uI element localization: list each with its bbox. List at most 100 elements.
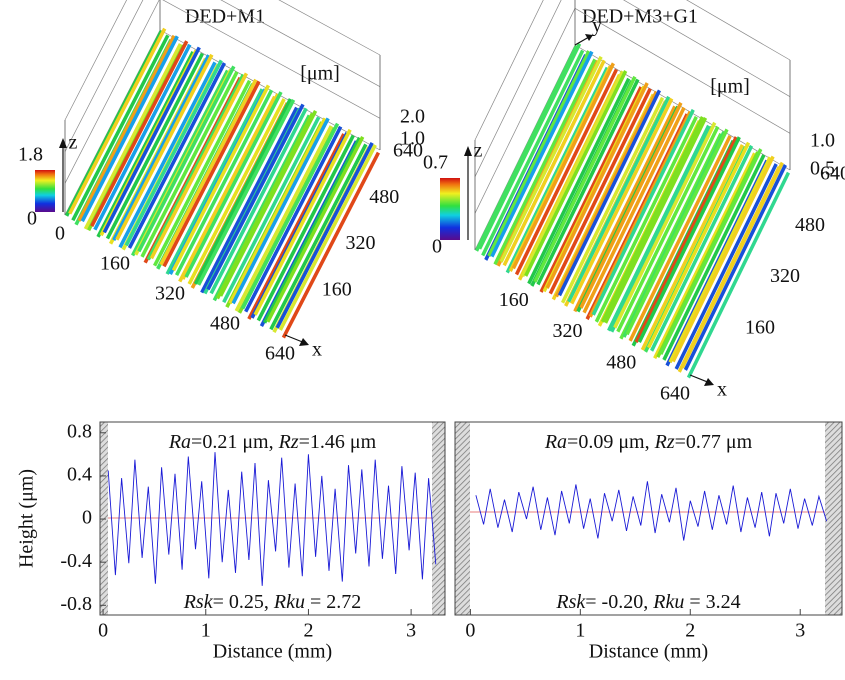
y-axis-label: Height (μm) — [16, 469, 38, 568]
z-tick-label: 2.0 — [400, 106, 425, 128]
surface-stripe — [527, 77, 631, 285]
x-tick-label: 2 — [303, 620, 313, 642]
surface-stripe — [127, 62, 226, 249]
surface-stripe — [511, 62, 615, 270]
surface-stripe — [640, 143, 744, 351]
surface-stripe — [634, 136, 738, 343]
surface-stripe — [545, 82, 649, 289]
plot-frame — [454, 421, 843, 616]
surface-stripe — [662, 154, 766, 361]
surface-stripe — [579, 101, 683, 309]
surface-stripe — [481, 49, 585, 257]
excluded-region — [100, 422, 108, 615]
x-tick-label: 480 — [210, 313, 240, 335]
box-grid — [474, 0, 562, 177]
surface-stripe — [521, 70, 625, 278]
surface-stripe — [256, 134, 355, 322]
x-tick-label: 0 — [55, 223, 65, 245]
surface-stripe — [175, 89, 274, 276]
surface-stripe — [171, 84, 270, 272]
surface-stripe — [607, 124, 711, 332]
surface-stripe — [137, 65, 236, 253]
surface-stripe — [536, 78, 640, 286]
surface-stripe — [140, 70, 239, 258]
surface-stripe — [115, 53, 214, 241]
x-axis-label: Distance (mm) — [213, 641, 332, 663]
box-grid — [64, 0, 144, 152]
x-tick-label: 2 — [685, 620, 695, 642]
surface-stripe — [616, 125, 720, 333]
surface-stripe — [269, 143, 368, 331]
y-arrow — [574, 36, 590, 46]
surface-stripe — [228, 117, 327, 305]
z-axis-label: z — [474, 140, 483, 162]
annotation-part: =1.46 μm — [299, 431, 377, 453]
x-tick-label: 320 — [155, 283, 185, 305]
x-tick-label: 160 — [100, 253, 130, 275]
x-tick-label: 0 — [465, 620, 475, 642]
surface-stripe — [102, 46, 201, 234]
surface-stripe — [514, 68, 618, 276]
annotation-part: = 0.25, — [213, 591, 274, 613]
surface-stripe — [548, 87, 652, 295]
surface-stripe — [90, 40, 189, 227]
box-grid — [64, 0, 160, 184]
excluded-region — [432, 422, 445, 615]
surface-stripe — [659, 148, 763, 355]
y-tick-label: 320 — [770, 265, 800, 287]
surface-stripe — [524, 70, 628, 277]
surface-stripe — [647, 141, 751, 349]
y-tick-label: 0 — [82, 507, 92, 529]
surface-stripe — [124, 59, 223, 247]
surface-stripe — [241, 122, 340, 310]
y-axis-label: y — [592, 15, 602, 37]
colorbar — [35, 170, 55, 212]
arrow-head — [585, 34, 593, 41]
x-tick-label: 640 — [265, 343, 295, 365]
chart-title: DED+M3+G1 — [582, 6, 698, 28]
annotation-part: =0.77 μm — [675, 431, 753, 453]
annotation-part: Rsk — [555, 591, 586, 613]
surface-stripe — [478, 42, 582, 250]
surface-stripe — [162, 80, 261, 268]
surface-stripe — [561, 96, 665, 304]
excluded-region — [455, 422, 470, 615]
surface-stripe — [149, 72, 248, 260]
annotation: Ra=0.09 μm, Rz=0.77 μm — [544, 431, 753, 453]
surface-stripe — [131, 69, 230, 257]
annotation-part: Rz — [278, 431, 299, 453]
surface-stripe — [80, 35, 179, 223]
surface-stripe — [159, 78, 258, 266]
x-tick-label: 1 — [201, 620, 211, 642]
surface-stripe — [554, 90, 658, 298]
surface-stripe — [231, 117, 330, 305]
x-axis-label: x — [717, 379, 727, 401]
surface-stripe — [557, 89, 661, 297]
excluded-region — [825, 422, 842, 615]
annotation-part: Ra — [168, 431, 191, 453]
surface-stripe — [499, 55, 603, 263]
annotation-part: Rku — [273, 591, 305, 613]
surface-stripe — [197, 98, 296, 286]
surface-stripe — [487, 50, 591, 257]
surface-stripe — [278, 144, 377, 331]
surface-stripe — [637, 136, 741, 344]
surface-stripe — [165, 88, 264, 275]
surface-stripe — [490, 50, 594, 258]
annotation-part: =0.21 μm, — [191, 431, 279, 453]
z-tick-label: 0.5 — [810, 158, 835, 180]
annotation-part: = 2.72 — [305, 591, 361, 613]
surface-stripe — [613, 121, 717, 329]
x-axis-label: Distance (mm) — [589, 641, 708, 663]
z-tick-label: 1.0 — [810, 130, 835, 152]
y-tick-label: 640 — [393, 140, 423, 162]
colorbar — [440, 178, 460, 240]
y-tick-label: -0.8 — [60, 593, 92, 615]
surface-stripe — [263, 136, 362, 324]
annotation: Ra=0.21 μm, Rz=1.46 μm — [168, 431, 377, 453]
x-tick-label: 640 — [660, 383, 690, 405]
surface-stripe — [668, 156, 772, 364]
y-tick-label: 480 — [795, 214, 825, 236]
z-axis-label: z — [69, 132, 78, 154]
